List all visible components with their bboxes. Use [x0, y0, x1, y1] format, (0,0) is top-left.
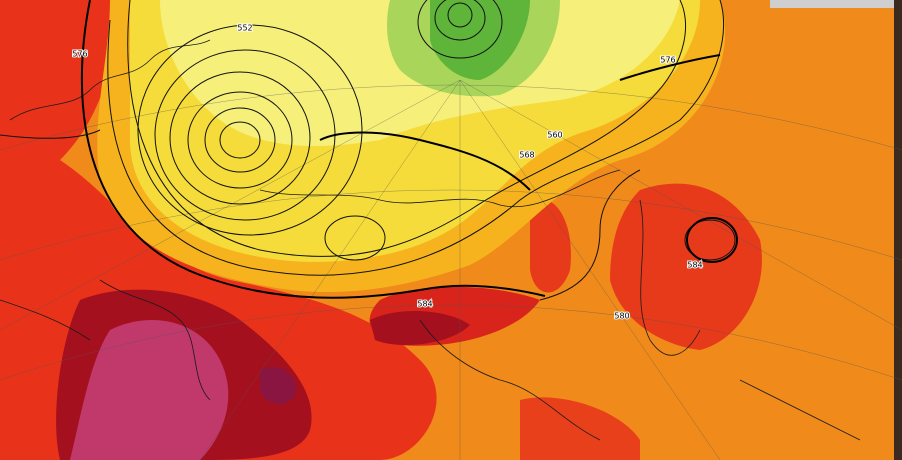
red-region: [520, 397, 640, 460]
contour-label: 576: [72, 50, 87, 59]
dark-red-region: [370, 310, 470, 345]
contour-label: 552: [237, 24, 252, 33]
contour-label: 560: [547, 131, 562, 140]
edge-strip: [894, 0, 902, 460]
contour-label: 584: [417, 300, 432, 309]
green-region: [430, 0, 530, 80]
red-region: [530, 198, 571, 293]
red-region: [610, 183, 762, 350]
contour-label: 576: [660, 56, 675, 65]
contour-label: 580: [614, 312, 629, 321]
dark-region: [260, 366, 296, 405]
coastlines: [0, 39, 861, 441]
contour-label: 568: [519, 151, 534, 160]
contours: [0, 0, 738, 301]
magenta-region: [70, 320, 229, 460]
contour-label: 584: [687, 261, 702, 270]
top-bar: [770, 0, 894, 8]
